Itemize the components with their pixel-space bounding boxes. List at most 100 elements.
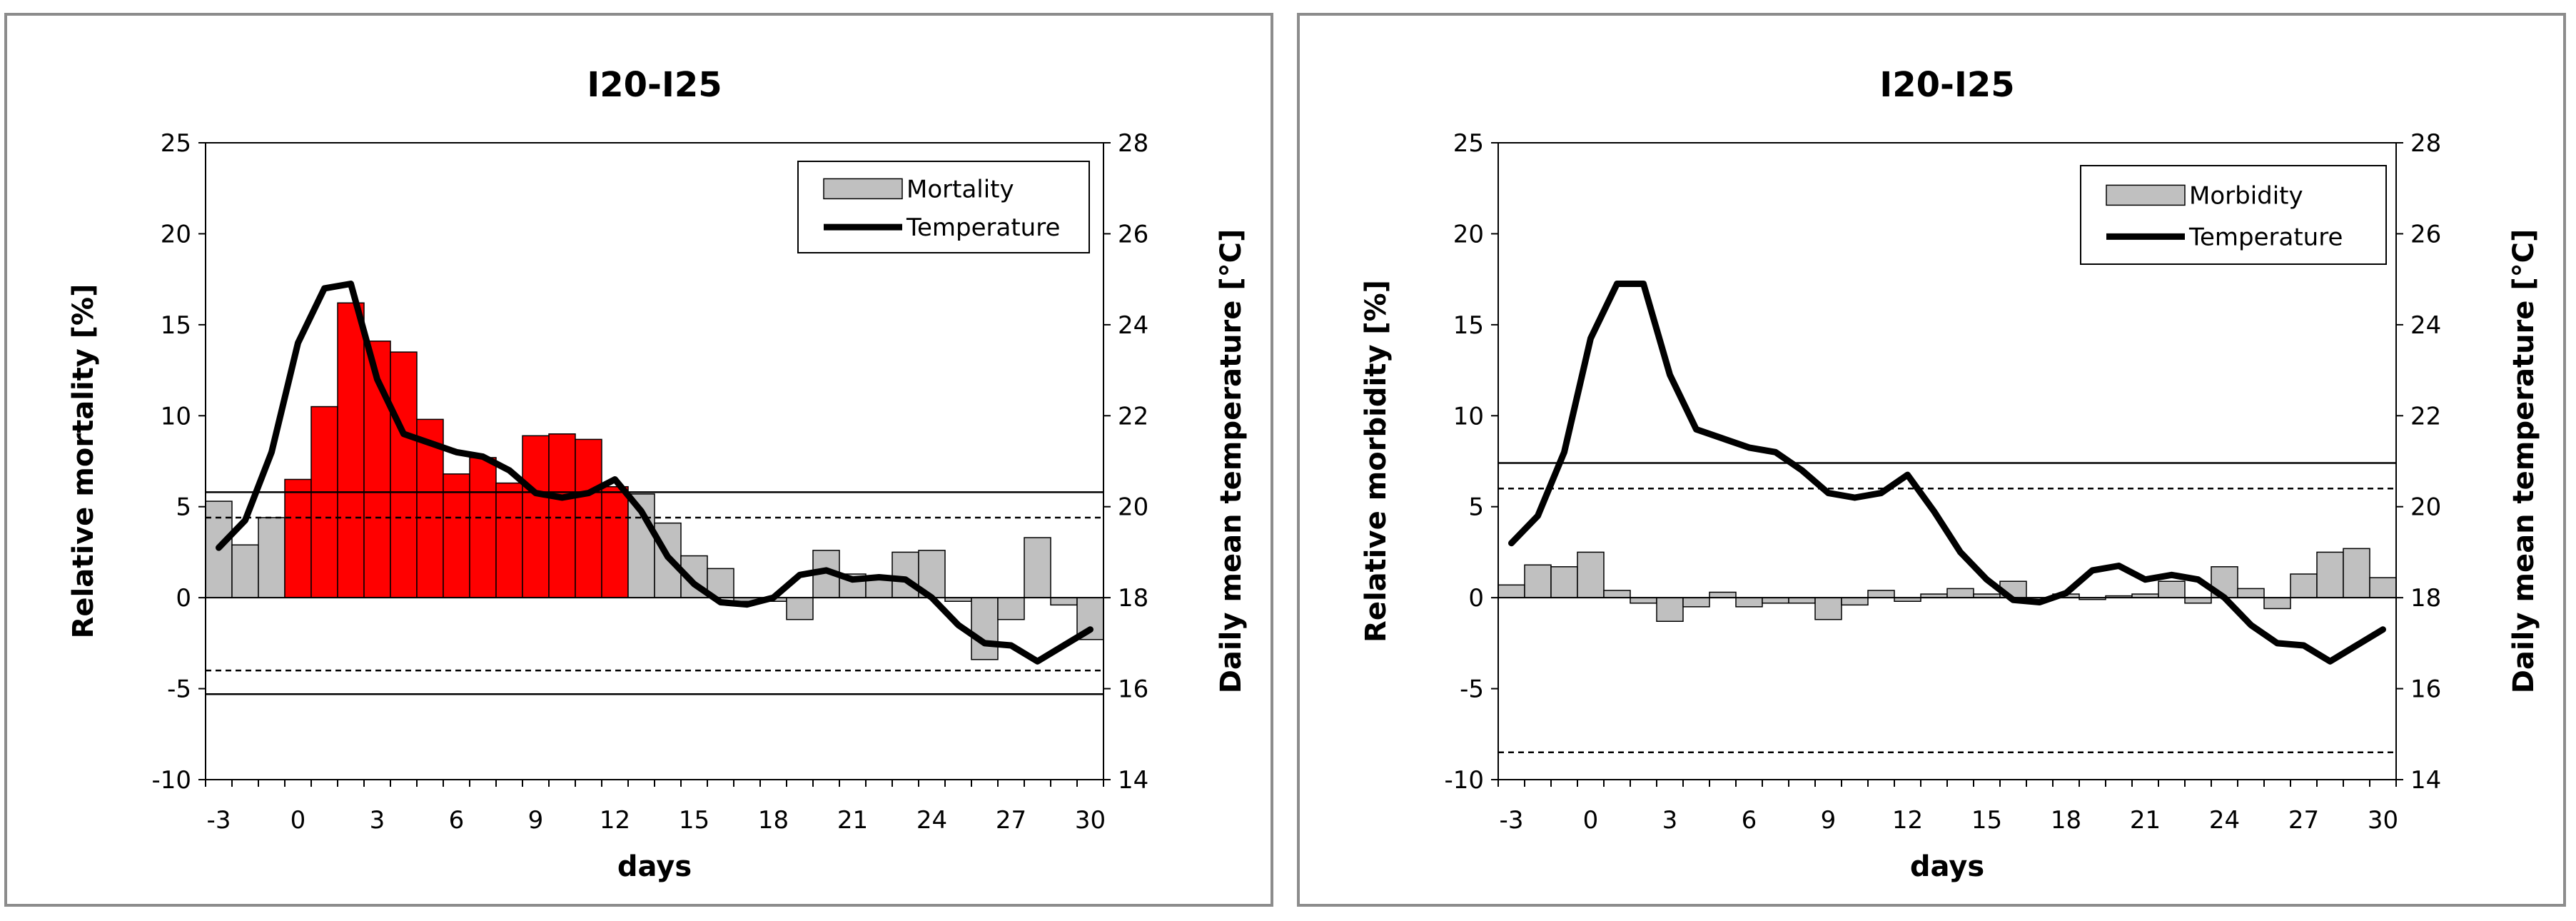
bar-day-1 (310, 406, 338, 598)
bar-day-12 (601, 485, 629, 598)
y-axis-label: Relative morbidity [%] (1360, 280, 1393, 643)
x-tick-label: 27 (2288, 806, 2319, 835)
x-tick-label: 6 (1742, 806, 1757, 835)
y-tick-label: -5 (167, 675, 191, 704)
bar-day-19 (786, 597, 814, 620)
y2-tick-label: 26 (1118, 220, 1148, 248)
x-tick-label: 3 (1662, 806, 1678, 835)
y2-tick-label: 16 (2410, 675, 2441, 704)
legend-label-bar: Mortality (906, 175, 1014, 203)
y-tick-label: 5 (176, 493, 191, 522)
y2-tick-label: 20 (2410, 493, 2441, 522)
y-tick-label: 15 (161, 311, 191, 340)
y-tick-label: -5 (1460, 675, 1484, 704)
bar-day-0 (284, 478, 312, 598)
y2-tick-label: 28 (2410, 129, 2441, 158)
y-tick-label: -10 (1444, 766, 1484, 795)
x-tick-label: 24 (916, 806, 947, 835)
x-tick-label: 18 (2051, 806, 2081, 835)
x-tick-label: 18 (758, 806, 789, 835)
bar-day-10 (548, 433, 576, 598)
bar-day-30 (2369, 577, 2397, 598)
bar-day-0 (1577, 551, 1605, 598)
chart-panel-mortality: I20-I25 25 20 15 10 5 0 -5 -10 28 26 24 22 20 18 16 14 -3… (4, 13, 1273, 907)
x-tick-label: 6 (449, 806, 465, 835)
bar-day--1 (1550, 566, 1578, 598)
bar-day-1 (1603, 590, 1631, 598)
bar-day--2 (231, 544, 259, 598)
bar-day-26 (971, 597, 999, 660)
bar-day-22 (2158, 580, 2186, 598)
y-tick-label: 20 (161, 220, 191, 248)
bar-day-27 (2290, 573, 2318, 598)
bar-day-4 (390, 351, 418, 598)
bar-day-28 (1024, 537, 1051, 598)
temperature-line (1508, 281, 2386, 665)
bar-day-22 (865, 578, 893, 598)
x-axis-label: days (617, 850, 692, 883)
legend-box (797, 161, 1090, 253)
y-tick-label: 20 (1453, 220, 1484, 248)
y2-tick-label: 18 (1118, 584, 1148, 613)
bar-day-11 (1867, 590, 1895, 598)
chart-title: I20-I25 (1879, 65, 2014, 105)
y2-tick-label: 20 (1118, 493, 1148, 522)
y2-tick-label: 22 (1118, 402, 1148, 431)
bar-day--1 (258, 517, 286, 598)
bar-day-2 (337, 302, 365, 598)
bar-day--2 (1524, 564, 1552, 598)
y-tick-label: 10 (1453, 402, 1484, 431)
legend-label-line: Temperature (2188, 223, 2343, 251)
bar-day--3 (1497, 584, 1525, 598)
bar-day-27 (997, 597, 1025, 620)
y2-tick-label: 14 (2410, 766, 2441, 795)
y2-tick-label: 22 (2410, 402, 2441, 431)
y2-tick-label: 24 (1118, 311, 1148, 340)
x-tick-label: 9 (1821, 806, 1837, 835)
x-tick-label: -3 (207, 806, 231, 835)
bar-day-28 (2316, 551, 2344, 598)
y-tick-label: 25 (161, 129, 191, 158)
x-tick-label: 0 (1583, 806, 1599, 835)
x-tick-label: 12 (1892, 806, 1923, 835)
bar-day-29 (1050, 597, 1078, 606)
bar-day-9 (1814, 597, 1842, 620)
y2-tick-label: 24 (2410, 311, 2441, 340)
x-tick-label: 12 (600, 806, 630, 835)
chart-title: I20-I25 (587, 65, 722, 105)
x-tick-label: 0 (291, 806, 306, 835)
bar-day-5 (1709, 591, 1737, 598)
chart-svg-morbidity: I20-I25 25 20 15 10 5 0 -5 -10 28 26 24 22 20 18 16 14 -3… (1360, 65, 2540, 883)
bar-day-26 (2263, 597, 2291, 610)
y-tick-label: 0 (1468, 584, 1484, 613)
y-axis-label: Relative mortality [%] (67, 284, 100, 639)
bar-day-14 (1946, 588, 1974, 598)
bar-day-25 (2237, 588, 2265, 598)
x-axis-label: days (1910, 850, 1984, 883)
bar-day-23 (2184, 597, 2212, 604)
legend-box (2080, 165, 2387, 265)
bar-day-2 (1630, 597, 1657, 604)
bar-day-29 (2343, 548, 2370, 598)
legend-label-bar: Morbidity (2189, 181, 2303, 210)
x-tick-label: 24 (2209, 806, 2240, 835)
bar-day-7 (469, 457, 497, 598)
y2-tick-label: 16 (1118, 675, 1148, 704)
y2-axis-label: Daily mean temperature [°C] (2507, 229, 2540, 694)
y2-axis-label: Daily mean temperature [°C] (1215, 229, 1248, 694)
x-tick-label: 30 (1075, 806, 1106, 835)
x-tick-label: -3 (1500, 806, 1524, 835)
chart-panel-morbidity: I20-I25 25 20 15 10 5 0 -5 -10 28 26 24 22 20 18 16 14 -3… (1297, 13, 2566, 907)
bar-day-8 (1788, 597, 1816, 604)
x-tick-label: 21 (2130, 806, 2161, 835)
bar-day-11 (575, 438, 602, 598)
y-tick-label: 0 (176, 584, 191, 613)
y2-tick-label: 28 (1118, 129, 1148, 158)
legend-swatch-bar (2106, 184, 2186, 206)
y2-tick-label: 14 (1118, 766, 1148, 795)
bar-day-4 (1682, 597, 1710, 608)
bar-day-6 (1735, 597, 1763, 608)
bar-day-9 (522, 435, 550, 598)
y-tick-label: 15 (1453, 311, 1484, 340)
legend-swatch-bar (823, 178, 903, 200)
